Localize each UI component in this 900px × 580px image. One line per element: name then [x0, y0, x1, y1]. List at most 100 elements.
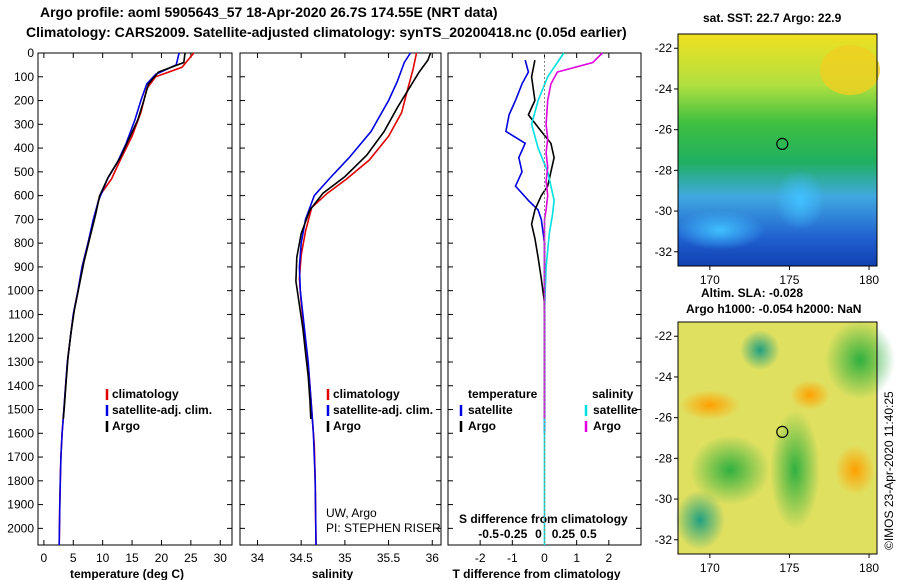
sst_map-ytick-label: -28: [655, 163, 673, 177]
sst_map-ytick-label: -22: [655, 41, 673, 55]
sla-blob: [675, 490, 725, 550]
depth-tick-label: 1500: [7, 403, 34, 417]
sst_map-ytick-label: -26: [655, 123, 673, 137]
sla-map-subtitle: Argo h1000: -0.054 h2000: NaN: [686, 302, 861, 316]
diff-secondary-xtick: 0.25: [552, 527, 576, 541]
depth-tick-label: 600: [14, 189, 34, 203]
sla_map-ytick-label: -24: [655, 370, 673, 384]
sst_map-xtick-label: 175: [779, 273, 799, 287]
depth-tick-label: 1800: [7, 474, 34, 488]
sst_map-xtick-label: 180: [859, 273, 879, 287]
difference-xtick-label: 0: [541, 551, 548, 565]
temperature-xtick-label: 10: [96, 551, 110, 565]
diff-secondary-xlabel: S difference from climatology: [459, 512, 628, 526]
sla_map-ytick-label: -32: [655, 533, 673, 547]
depth-tick-label: 1000: [7, 284, 34, 298]
title-line-2: Climatology: CARS2009. Satellite-adjuste…: [26, 24, 627, 40]
depth-tick-label: 1700: [7, 450, 34, 464]
sla-blob: [740, 330, 780, 370]
depth-tick-label: 100: [14, 70, 34, 84]
temperature-legend-label: climatology: [112, 387, 179, 401]
salinity-annotation: UW, Argo: [326, 506, 377, 520]
sst-cool-patch: [675, 210, 765, 250]
sla-argo-marker: [776, 425, 789, 438]
depth-tick-label: 1200: [7, 331, 34, 345]
sla-map-title: Altim. SLA: -0.028: [701, 286, 803, 300]
salinity-xtick-label: 36: [426, 551, 440, 565]
sla_map-ytick-label: -30: [655, 492, 673, 506]
sla_map-xtick-label: 170: [700, 561, 720, 575]
title-line-1: Argo profile: aoml 5905643_57 18-Apr-202…: [40, 4, 498, 20]
depth-tick-label: 700: [14, 212, 34, 226]
temperature-xtick-label: 30: [214, 551, 228, 565]
depth-tick-label: 0: [27, 46, 34, 60]
diff-secondary-xtick: -0.25: [500, 527, 528, 541]
salinity-legend-label: climatology: [333, 387, 400, 401]
salinity-annotation: PI: STEPHEN RISER: [326, 521, 441, 535]
salinity-xtick-label: 34.5: [289, 551, 313, 565]
difference-xtick-label: 1: [573, 551, 580, 565]
temperature-series-argo: [62, 52, 186, 420]
temperature-panel: 0100200300400500600700800900100011001200…: [7, 46, 233, 580]
depth-tick-label: 1900: [7, 498, 34, 512]
sst-map-title: sat. SST: 22.7 Argo: 22.9: [703, 11, 842, 25]
diff-secondary-xtick: 0: [535, 527, 542, 541]
diff-legend-label: satellite: [593, 403, 638, 417]
depth-tick-label: 800: [14, 236, 34, 250]
sla-blob: [680, 390, 740, 420]
temperature-legend-label: satellite-adj. clim.: [112, 403, 212, 417]
sst-map: sat. SST: 22.7 Argo: 22.9 170 175 180 -22 -2…: [655, 11, 880, 287]
salinity-xtick-label: 35: [338, 551, 352, 565]
diff-legend-label: satellite: [468, 403, 513, 417]
depth-tick-label: 900: [14, 260, 34, 274]
temperature-xtick-label: 15: [125, 551, 139, 565]
difference-xtick-label: -1: [507, 551, 518, 565]
depth-tick-label: 1300: [7, 355, 34, 369]
depth-tick-label: 300: [14, 117, 34, 131]
sst-map-frame: [677, 33, 878, 267]
sla_map-ytick-label: -28: [655, 451, 673, 465]
depth-tick-label: 500: [14, 165, 34, 179]
salinity-frame: [239, 52, 442, 546]
depth-tick-label: 2000: [7, 521, 34, 535]
temperature-xtick-label: 25: [184, 551, 198, 565]
sla-blob: [835, 445, 875, 495]
diff-legend-title-left: temperature: [468, 387, 538, 401]
sla_map-xtick-label: 175: [779, 561, 799, 575]
depth-tick-label: 1600: [7, 426, 34, 440]
temperature-xlabel: temperature (deg C): [70, 567, 184, 580]
diff-legend-label: Argo: [468, 419, 496, 433]
sst_map-ytick-label: -24: [655, 82, 673, 96]
sst_map-xtick-label: 170: [700, 273, 720, 287]
sla-blob: [790, 380, 830, 410]
sla-blob: [770, 410, 820, 530]
difference-xtick-label: -2: [475, 551, 486, 565]
depth-tick-label: 200: [14, 94, 34, 108]
sla-map-frame: [677, 321, 878, 555]
sst-cool-patch-2: [775, 170, 825, 230]
salinity-legend-label: Argo: [333, 419, 361, 433]
temperature-xtick-label: 5: [70, 551, 77, 565]
sla_map-xtick-label: 180: [859, 561, 879, 575]
sst-argo-marker: [776, 137, 789, 150]
temperature-frame: [37, 52, 233, 546]
salinity-xtick-label: 35.5: [377, 551, 401, 565]
sla-blob: [690, 435, 770, 505]
salinity-xlabel: salinity: [312, 567, 354, 580]
sla-blob: [825, 320, 895, 400]
diff-legend-title-right: salinity: [592, 387, 634, 401]
diff-secondary-xtick: 0.5: [580, 527, 597, 541]
depth-tick-label: 400: [14, 141, 34, 155]
difference-xtick-label: 2: [605, 551, 612, 565]
sst_map-ytick-label: -30: [655, 204, 673, 218]
diff-legend-label: Argo: [593, 419, 621, 433]
imos-credit: ©IMOS 23-Apr-2020 11:40:25: [882, 391, 896, 550]
temperature-xtick-label: 0: [41, 551, 48, 565]
sla_map-ytick-label: -26: [655, 411, 673, 425]
salinity-panel: 34 34.5 35 35.5 36 salinity climatology satelli…: [239, 52, 442, 580]
salinity-legend-label: satellite-adj. clim.: [333, 403, 433, 417]
depth-tick-label: 1400: [7, 379, 34, 393]
sla_map-ytick-label: -22: [655, 329, 673, 343]
salinity-xtick-label: 34: [251, 551, 265, 565]
